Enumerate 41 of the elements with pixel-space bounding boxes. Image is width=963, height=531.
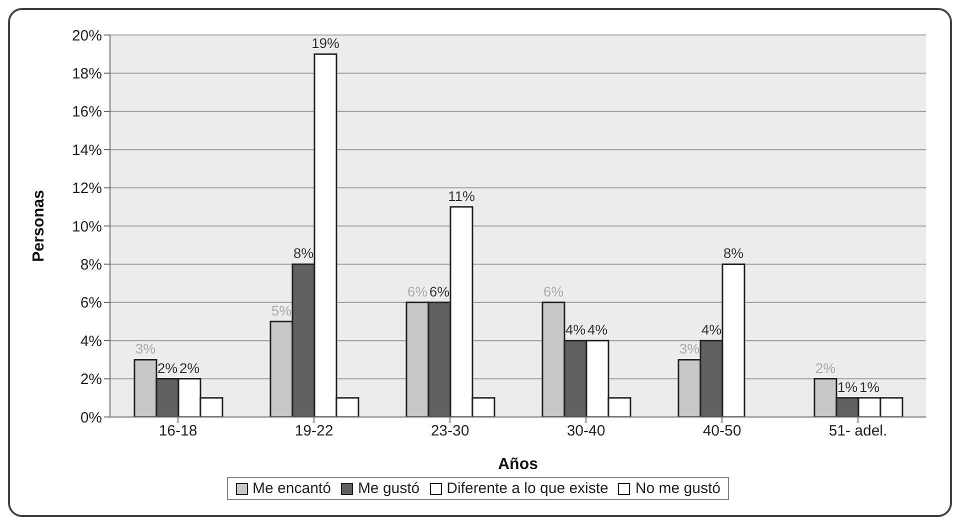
y-tick-label: 16% [72, 104, 102, 121]
x-tick-label: 16-18 [158, 422, 198, 440]
data-label: 2% [815, 360, 836, 376]
data-label: 11% [448, 188, 475, 204]
data-label: 2% [179, 360, 200, 376]
x-tick-label: 40-50 [702, 422, 742, 440]
legend-label: Diferente a lo que existe [446, 480, 608, 497]
x-tick-label: 30-40 [566, 422, 606, 440]
data-label: 6% [543, 283, 564, 300]
x-tick-label: 51- adel. [828, 422, 888, 440]
y-tick-label: 4% [80, 332, 102, 350]
y-tick-label: 10% [72, 218, 102, 236]
legend-label: No me gustó [635, 480, 720, 497]
y-tick-label: 14% [72, 142, 102, 159]
y-tick-label: 20% [72, 27, 102, 44]
data-label: 8% [293, 245, 314, 262]
data-label: 2% [157, 360, 178, 376]
data-label: 4% [701, 322, 722, 338]
data-label: 4% [587, 322, 608, 338]
y-tick-label: 2% [80, 371, 102, 388]
y-tick-label: 0% [80, 409, 102, 426]
data-label: 1% [837, 378, 858, 395]
data-label: 6% [407, 283, 428, 300]
data-label: 3% [679, 340, 700, 357]
data-label: 8% [723, 245, 744, 262]
y-tick-label: 18% [72, 66, 102, 83]
x-tick-label: 23-30 [430, 422, 470, 440]
legend-label: Me gustó [358, 480, 420, 497]
x-axis-title: Años [498, 456, 538, 473]
data-label: 5% [271, 302, 292, 318]
y-tick-label: 6% [80, 294, 102, 312]
data-label: 19% [311, 35, 340, 52]
data-label: 6% [429, 283, 450, 300]
data-label: 1% [859, 378, 880, 395]
x-tick-label: 19-22 [294, 422, 334, 440]
y-tick-label: 12% [72, 180, 102, 198]
y-tick-label: 8% [80, 256, 102, 274]
data-label: 3% [135, 340, 156, 357]
data-label: 4% [565, 322, 586, 338]
legend-label: Me encantó [252, 480, 331, 497]
y-axis-title: Personas [30, 190, 48, 262]
